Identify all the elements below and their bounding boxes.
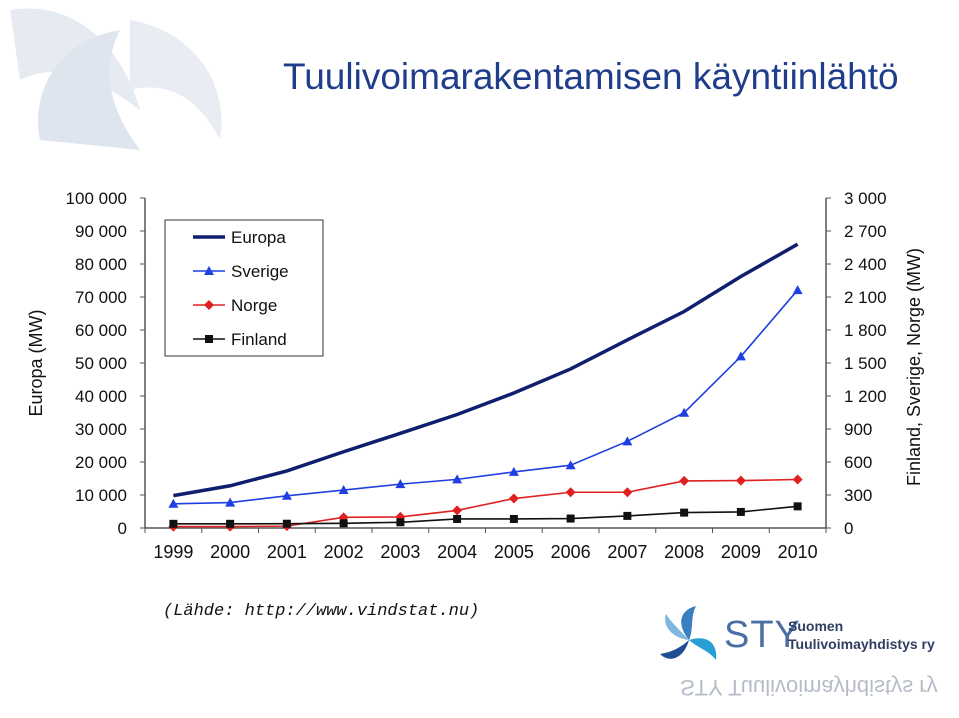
x-tick-label: 2006 — [551, 542, 591, 562]
right-tick-label: 0 — [844, 519, 853, 538]
series-line-norge — [173, 478, 798, 528]
right-tick-label: 1 200 — [844, 387, 887, 406]
data-point-norge — [452, 505, 463, 516]
data-point-sverige — [225, 497, 236, 507]
left-tick-label: 80 000 — [75, 255, 127, 274]
data-point-finland — [566, 514, 575, 523]
data-point-finland — [680, 508, 689, 517]
right-tick-label: 300 — [844, 486, 872, 505]
data-point-norge — [508, 493, 519, 504]
data-point-sverige — [168, 498, 179, 508]
logo-line-2: Tuulivoimayhdistys ry — [788, 636, 935, 652]
right-tick-label: 1 800 — [844, 321, 887, 340]
legend-label-norge: Norge — [231, 296, 277, 315]
data-point-sverige — [735, 351, 746, 361]
left-tick-label: 90 000 — [75, 222, 127, 241]
series-line-sverige — [173, 289, 799, 505]
series-finland — [169, 502, 802, 528]
logo-reflection: STY Tuulivoimayhdistys ry — [680, 675, 938, 700]
x-tick-label: 2002 — [324, 542, 364, 562]
data-point-finland — [169, 519, 178, 528]
x-tick-label: 2005 — [494, 542, 534, 562]
data-point-sverige — [792, 285, 803, 295]
data-point-sverige — [679, 407, 690, 417]
x-tick-label: 2003 — [380, 542, 420, 562]
x-tick-label: 1999 — [153, 542, 193, 562]
left-tick-label: 50 000 — [75, 354, 127, 373]
left-tick-label: 30 000 — [75, 420, 127, 439]
data-point-sverige — [338, 485, 349, 495]
data-point-finland — [793, 502, 802, 511]
left-tick-label: 40 000 — [75, 387, 127, 406]
x-tick-label: 2008 — [664, 542, 704, 562]
sty-swirl-icon — [660, 606, 717, 660]
right-tick-label: 2 400 — [844, 255, 887, 274]
x-tick-label: 2009 — [721, 542, 761, 562]
legend-box — [164, 219, 324, 357]
data-point-sverige — [395, 479, 406, 489]
legend-label-europa: Europa — [231, 228, 286, 247]
left-tick-label: 20 000 — [75, 453, 127, 472]
right-tick-label: 900 — [844, 420, 872, 439]
source-note: (Lähde: http://www.vindstat.nu) — [163, 602, 480, 621]
data-point-norge — [792, 474, 803, 485]
logo-line-1: Suomen — [788, 618, 844, 634]
data-point-finland — [339, 519, 348, 528]
logo-abbreviation: STY — [724, 614, 801, 656]
x-tick-label: 2007 — [607, 542, 647, 562]
slide-title: Tuulivoimarakentamisen käyntiinlähtö — [283, 56, 899, 97]
data-point-sverige — [452, 474, 463, 484]
data-point-norge — [622, 487, 633, 498]
series-sverige — [168, 285, 803, 508]
data-point-finland — [736, 507, 745, 516]
x-tick-label: 2000 — [210, 542, 250, 562]
left-tick-label: 10 000 — [75, 486, 127, 505]
chart-legend: Europa Sverige Norge Finland — [164, 219, 324, 357]
data-point-sverige — [622, 436, 633, 446]
data-point-norge — [679, 475, 690, 486]
right-tick-label: 3 000 — [844, 189, 887, 208]
data-point-sverige — [565, 460, 576, 470]
left-axis-title: Europa (MW) — [26, 309, 46, 416]
data-point-finland — [453, 514, 462, 523]
chart-ticks: 0 10 000 20 000 30 000 40 000 50 000 60 000 70 … — [66, 189, 887, 562]
left-tick-label: 70 000 — [75, 288, 127, 307]
series-europa — [173, 242, 799, 498]
x-tick-label: 2010 — [778, 542, 818, 562]
left-tick-label: 100 000 — [66, 189, 127, 208]
right-tick-label: 600 — [844, 453, 872, 472]
right-tick-label: 1 500 — [844, 354, 887, 373]
data-point-sverige — [508, 466, 519, 476]
data-point-norge — [735, 475, 746, 486]
series-line-europa — [173, 242, 799, 498]
right-tick-label: 2 100 — [844, 288, 887, 307]
left-tick-label: 60 000 — [75, 321, 127, 340]
background-swirl-logo — [10, 8, 222, 150]
x-tick-label: 2001 — [267, 542, 307, 562]
legend-label-sverige: Sverige — [231, 262, 289, 281]
x-tick-label: 2004 — [437, 542, 477, 562]
right-axis-title: Finland, Sverige, Norge (MW) — [904, 248, 924, 486]
right-tick-label: 2 700 — [844, 222, 887, 241]
data-point-finland — [282, 519, 291, 528]
data-point-finland — [509, 514, 518, 523]
legend-marker-sverige — [204, 266, 214, 275]
sty-logo: STY Suomen Tuulivoimayhdistys ry STY Tuu… — [656, 604, 946, 716]
legend-marker-norge — [204, 300, 214, 310]
data-point-norge — [565, 487, 576, 498]
legend-label-finland: Finland — [231, 330, 287, 349]
wind-capacity-chart: Europa (MW) Finland, Sverige, Norge (MW) … — [26, 189, 924, 562]
data-point-sverige — [281, 490, 292, 500]
left-tick-label: 0 — [118, 519, 127, 538]
data-point-finland — [226, 519, 235, 528]
series-norge — [168, 474, 803, 532]
chart-series — [168, 242, 803, 532]
legend-marker-finland — [205, 335, 213, 343]
data-point-finland — [623, 511, 632, 520]
data-point-finland — [396, 518, 405, 527]
series-line-finland — [173, 505, 798, 525]
